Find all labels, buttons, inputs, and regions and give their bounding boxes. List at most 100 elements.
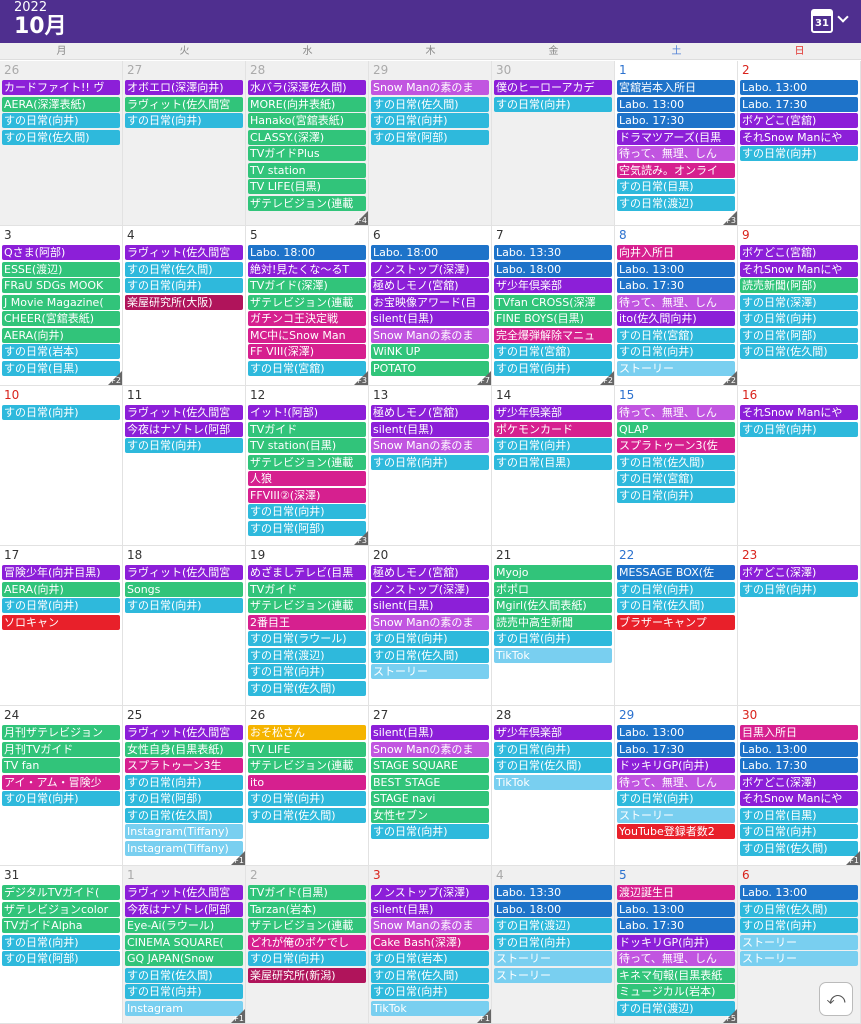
event-chip[interactable]: すの日常(向井) — [248, 504, 366, 519]
event-chip[interactable]: すの日常(宮舘) — [494, 344, 612, 359]
event-chip[interactable]: すの日常(佐久間) — [371, 96, 489, 112]
event-chip[interactable]: ザテレビジョンcolor — [2, 901, 120, 917]
event-chip[interactable]: ザテレビジョン(連載 — [248, 294, 366, 310]
event-chip[interactable]: ラヴィット(佐久間宮 — [125, 245, 243, 260]
event-chip[interactable]: ラヴィット(佐久間宮 — [125, 96, 243, 112]
event-chip[interactable]: Labo. 17:30 — [617, 918, 735, 933]
event-chip[interactable]: QLAP — [617, 421, 735, 437]
event-chip[interactable]: ito(佐久間向井) — [617, 311, 735, 326]
event-chip[interactable]: ito — [248, 774, 366, 790]
event-chip[interactable]: すの日常(佐久間) — [2, 129, 120, 145]
event-chip[interactable]: Snow Manの素のま — [371, 80, 489, 95]
event-chip[interactable]: 極めしモノ(宮舘) — [371, 405, 489, 420]
event-chip[interactable]: 渡辺誕生日 — [617, 885, 735, 900]
event-chip[interactable]: すの日常(佐久間) — [371, 967, 489, 983]
event-chip[interactable]: Labo. 17:30 — [617, 741, 735, 757]
event-chip[interactable]: ボケどこ(宮舘) — [740, 245, 858, 260]
event-chip[interactable]: TVガイド(深澤) — [248, 278, 366, 293]
event-chip[interactable]: すの日常(向井) — [248, 791, 366, 806]
event-chip[interactable]: 楽屋研究所(大阪) — [125, 294, 243, 310]
event-chip[interactable]: TikTok — [371, 1000, 489, 1016]
day-cell[interactable]: 1 ラヴィット(佐久間宮 今夜はナゾトレ(阿部 Eye-Ai(ラウール) CINEMA … — [123, 866, 246, 1024]
event-chip[interactable]: すの日常(向井) — [740, 581, 858, 597]
event-chip[interactable]: すの日常(佐久間) — [125, 261, 243, 277]
event-chip[interactable]: TikTok — [494, 774, 612, 790]
event-chip[interactable]: FINE BOYS(目黒) — [494, 311, 612, 326]
event-chip[interactable]: すの日常(向井) — [740, 421, 858, 437]
event-chip[interactable]: すの日常(阿部) — [248, 520, 366, 536]
day-cell[interactable]: 25 ラヴィット(佐久間宮 女性自身(目黒表紙) スプラトゥーン3生 すの日常(向井) す… — [123, 706, 246, 866]
event-chip[interactable]: すの日常(渡辺) — [617, 195, 735, 211]
event-chip[interactable]: 目黒入所日 — [740, 725, 858, 740]
event-chip[interactable]: カードファイト!! ヴ — [2, 80, 120, 95]
event-chip[interactable]: 僕のヒーローアカデ — [494, 80, 612, 95]
event-chip[interactable]: TVガイド — [248, 421, 366, 437]
day-cell[interactable]: 10 すの日常(向井) — [0, 386, 123, 546]
event-chip[interactable]: Hanako(宮舘表紙) — [248, 113, 366, 128]
event-chip[interactable]: AERA(深澤表紙) — [2, 96, 120, 112]
event-chip[interactable]: Tarzan(岩本) — [248, 901, 366, 917]
event-chip[interactable]: silent(目黒) — [371, 311, 489, 326]
event-chip[interactable]: すの日常(渡辺) — [617, 1000, 735, 1016]
event-chip[interactable]: ストーリー — [371, 664, 489, 679]
day-cell[interactable]: 3 Qさま(阿部) ESSE(渡辺) FRaU SDGs MOOK J Movie Ma… — [0, 226, 123, 386]
event-chip[interactable]: STAGE navi — [371, 791, 489, 806]
event-chip[interactable]: すの日常(向井) — [125, 984, 243, 999]
day-cell[interactable]: 17 冒険少年(向井目黒) AERA(向井) すの日常(向井) ソロキャン — [0, 546, 123, 706]
event-chip[interactable]: ストーリー — [494, 967, 612, 983]
event-chip[interactable]: AERA(向井) — [2, 327, 120, 343]
day-cell[interactable]: 29 Labo. 13:00 Labo. 17:30 ドッキリGP(向井) 待って、無理… — [615, 706, 738, 866]
event-chip[interactable]: ポポロ — [494, 581, 612, 597]
event-chip[interactable]: ザテレビジョン(連載 — [248, 758, 366, 773]
more-events-indicator[interactable] — [723, 1009, 737, 1023]
event-chip[interactable]: すの日常(佐久間) — [740, 840, 858, 856]
event-chip[interactable]: デジタルTVガイド( — [2, 885, 120, 900]
event-chip[interactable]: キネマ旬報(目黒表紙 — [617, 967, 735, 983]
event-chip[interactable]: AERA(向井) — [2, 581, 120, 597]
event-chip[interactable]: スプラトゥーン3生 — [125, 758, 243, 773]
event-chip[interactable]: Snow Manの素のま — [371, 438, 489, 453]
event-chip[interactable]: ザテレビジョン(連載 — [248, 918, 366, 933]
event-chip[interactable]: すの日常(向井) — [371, 454, 489, 470]
event-chip[interactable]: 絶対!見たくな〜るT — [248, 261, 366, 277]
month-title[interactable]: 10月 — [14, 14, 67, 39]
event-chip[interactable]: 読売新聞(阿部) — [740, 278, 858, 293]
event-chip[interactable]: Instagram(Tiffany) — [125, 840, 243, 856]
event-chip[interactable]: 待って、無理、しん — [617, 774, 735, 790]
event-chip[interactable]: CINEMA SQUARE( — [125, 934, 243, 950]
day-cell[interactable]: 7 Labo. 13:30 Labo. 18:00 ザ少年倶楽部 TVfan CROSS… — [492, 226, 615, 386]
day-cell[interactable]: 27 silent(目黒) Snow Manの素のま STAGE SQUARE BEST… — [369, 706, 492, 866]
day-cell[interactable]: 4 ラヴィット(佐久間宮 すの日常(佐久間) すの日常(向井) 楽屋研究所(大阪) — [123, 226, 246, 386]
event-chip[interactable]: オボエロ(深澤向井) — [125, 80, 243, 95]
event-chip[interactable]: 女性自身(目黒表紙) — [125, 741, 243, 757]
more-events-indicator[interactable] — [354, 531, 368, 545]
event-chip[interactable]: ミュージカル(岩本) — [617, 984, 735, 999]
day-cell[interactable]: 4 Labo. 13:30 Labo. 18:00 すの日常(渡辺) すの日常(向井) ス… — [492, 866, 615, 1024]
event-chip[interactable]: 待って、無理、しん — [617, 146, 735, 161]
event-chip[interactable]: すの日常(向井) — [494, 631, 612, 646]
event-chip[interactable]: どれが俺のボケでし — [248, 934, 366, 950]
event-chip[interactable]: すの日常(岩本) — [2, 344, 120, 359]
calendar-view-button[interactable]: 31 — [811, 9, 849, 35]
event-chip[interactable]: 人狼 — [248, 471, 366, 486]
event-chip[interactable]: Labo. 13:00 — [617, 901, 735, 917]
event-chip[interactable]: ザ少年倶楽部 — [494, 278, 612, 293]
event-chip[interactable]: すの日常(向井) — [617, 344, 735, 359]
event-chip[interactable]: MORE(向井表紙) — [248, 96, 366, 112]
event-chip[interactable]: すの日常(阿部) — [371, 129, 489, 145]
event-chip[interactable]: すの日常(目黒) — [740, 807, 858, 823]
event-chip[interactable]: TVガイドAlpha — [2, 918, 120, 933]
day-cell[interactable]: 1 宮舘岩本入所日 Labo. 13:00 Labo. 17:30 ドラマツアーズ(目黒… — [615, 61, 738, 226]
more-events-indicator[interactable] — [108, 371, 122, 385]
event-chip[interactable]: silent(目黒) — [371, 901, 489, 917]
more-events-indicator[interactable] — [723, 371, 737, 385]
event-chip[interactable]: おそ松さん — [248, 725, 366, 740]
event-chip[interactable]: すの日常(岩本) — [371, 951, 489, 966]
event-chip[interactable]: silent(目黒) — [371, 598, 489, 613]
event-chip[interactable]: お宝映像アワード(目 — [371, 294, 489, 310]
event-chip[interactable]: 宮舘岩本入所日 — [617, 80, 735, 95]
event-chip[interactable]: すの日常(向井) — [2, 405, 120, 420]
event-chip[interactable]: ドラマツアーズ(目黒 — [617, 129, 735, 145]
day-cell[interactable]: 2 Labo. 13:00 Labo. 17:30 ボケどこ(宮舘) それSnow Ma… — [738, 61, 861, 226]
event-chip[interactable]: Labo. 13:00 — [740, 741, 858, 757]
